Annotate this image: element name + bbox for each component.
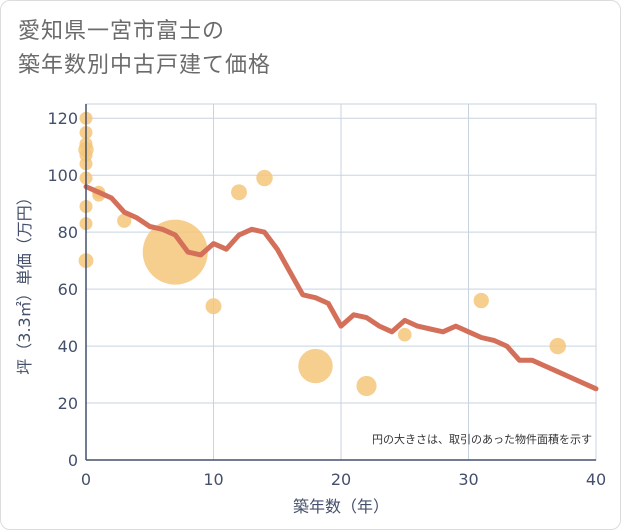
x-tick-label: 10	[203, 470, 223, 489]
y-tick-label: 120	[47, 109, 78, 128]
axes	[85, 104, 596, 461]
y-tick-label: 60	[58, 280, 78, 299]
bubble-point	[549, 337, 566, 355]
bubble-point	[142, 219, 208, 285]
tick-labels: 0 20 40 60 80 100 120 0 10 20 30 40	[47, 109, 606, 489]
bubble-point	[356, 375, 377, 397]
bubble-point	[205, 298, 222, 315]
bubble-point	[231, 184, 247, 201]
bubble-point	[256, 169, 273, 187]
bubble-size-note: 円の大きさは、取引のあった物件面積を示す	[372, 432, 592, 446]
chart-title-line-2: 築年数別中古戸建て価格	[18, 53, 272, 78]
y-tick-label: 0	[68, 451, 78, 470]
y-tick-label: 40	[58, 337, 78, 356]
x-axis-title: 築年数（年）	[293, 497, 389, 516]
x-tick-label: 40	[586, 470, 606, 489]
trend-line	[83, 184, 599, 392]
bubble-point	[298, 348, 333, 384]
x-tick-label: 0	[81, 470, 91, 489]
chart-title-line-1: 愛知県一宮市富士の	[18, 19, 226, 44]
x-tick-label: 30	[458, 470, 478, 489]
y-tick-label: 20	[58, 394, 78, 413]
bubble-point	[397, 327, 412, 342]
grid-lines	[85, 103, 597, 461]
y-tick-label: 100	[47, 166, 78, 185]
bubble-point	[473, 292, 489, 309]
bubble-point	[117, 213, 132, 228]
bubble-series	[78, 111, 566, 397]
y-axis-title: 坪（3.3㎡）単価（万円）	[15, 189, 34, 374]
x-tick-label: 20	[331, 470, 351, 489]
chart-title: 愛知県一宮市富士の 築年数別中古戸建て価格	[18, 15, 271, 83]
y-tick-label: 80	[58, 223, 78, 242]
